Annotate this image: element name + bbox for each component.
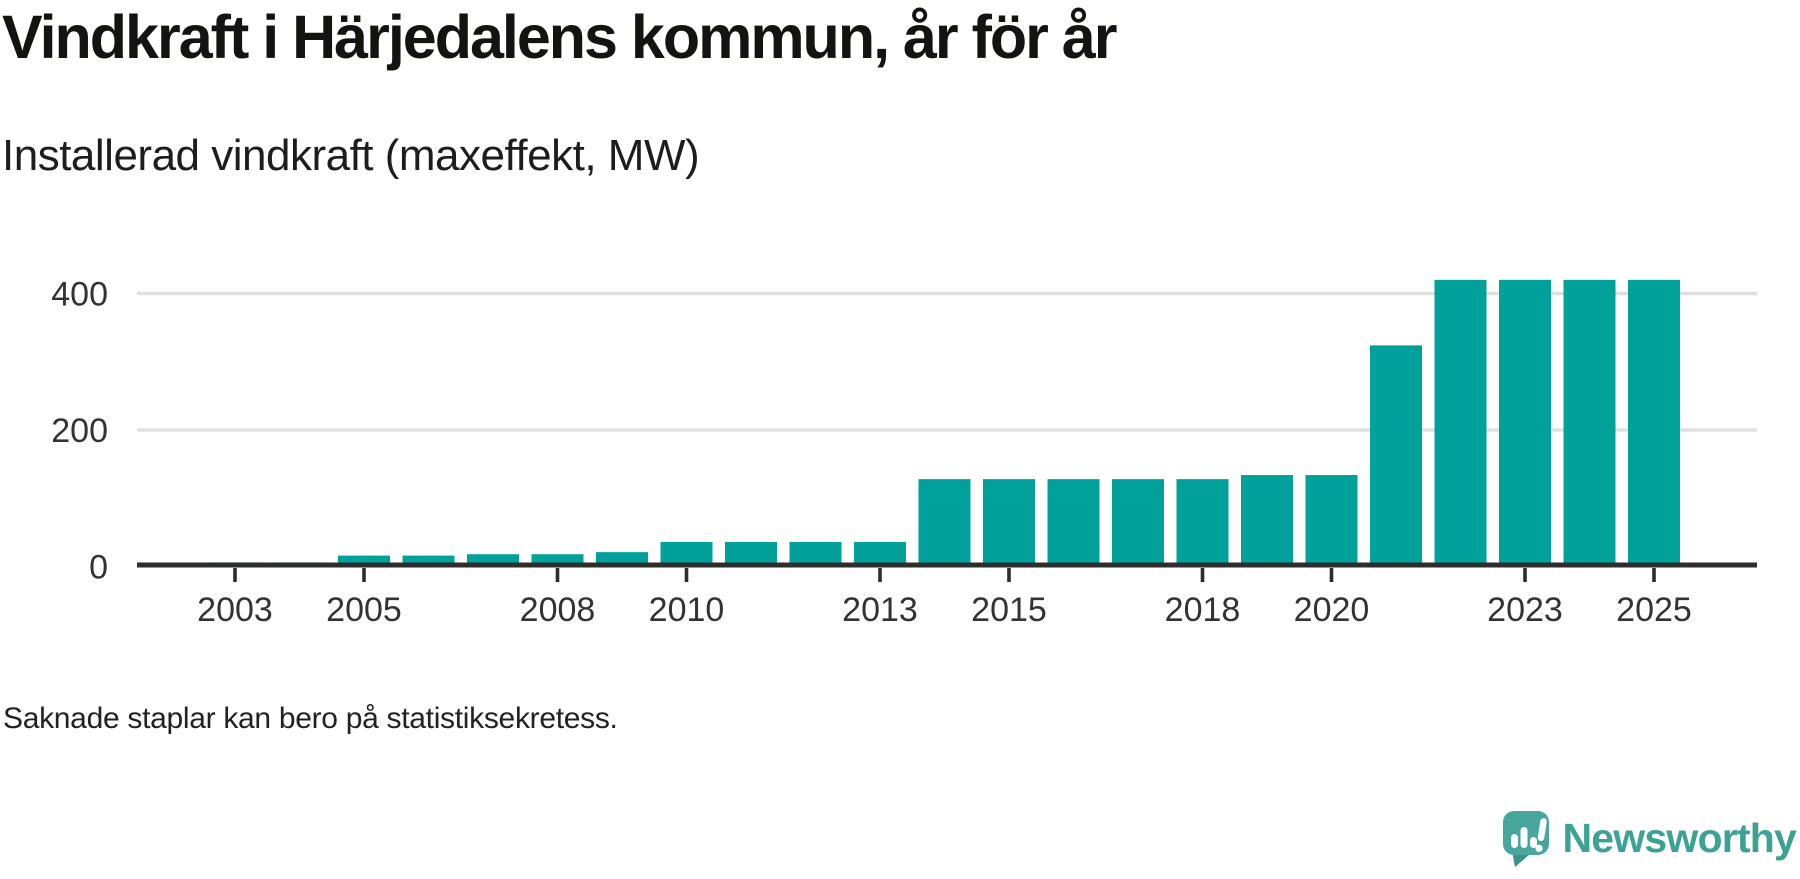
x-tick-2010 xyxy=(684,568,689,582)
wind-power-bar-chart: 2003 2005 2008 2010 2013 2015 2018 2020 2023 2025… xyxy=(51,276,1757,629)
x-tick-label-2025: 2025 xyxy=(1616,591,1692,629)
bar-2012 xyxy=(789,541,842,567)
x-tick-2008 xyxy=(555,568,560,582)
x-axis-line xyxy=(137,562,1757,568)
bar-2020 xyxy=(1305,475,1358,567)
bar-2015 xyxy=(983,479,1035,567)
x-tick-2020 xyxy=(1329,568,1334,582)
bar-2016 xyxy=(1047,479,1100,567)
y-tick-label-0: 0 xyxy=(89,549,108,587)
logo-exclamation-mark xyxy=(1534,818,1547,852)
y-tick-label-400: 400 xyxy=(51,276,108,314)
bar-2017 xyxy=(1112,479,1164,567)
bar-2023 xyxy=(1499,279,1551,567)
x-tick-label-2008: 2008 xyxy=(520,591,596,629)
chart-subtitle: Installerad vindkraft (maxeffekt, MW) xyxy=(2,131,700,180)
bar-2018 xyxy=(1176,479,1229,567)
bar-2006 xyxy=(402,555,455,567)
x-tick-2015 xyxy=(1007,568,1011,582)
x-tick-label-2013: 2013 xyxy=(842,591,918,629)
x-tick-label-2003: 2003 xyxy=(197,591,273,629)
newsworthy-wordmark: Newsworthy xyxy=(1562,814,1797,861)
x-tick-2013 xyxy=(878,568,882,582)
x-tick-2003 xyxy=(233,568,237,582)
logo-bar-2 xyxy=(1520,827,1527,848)
bar-2024 xyxy=(1563,279,1616,567)
x-tick-2005 xyxy=(362,568,366,582)
y-tick-label-200: 200 xyxy=(51,412,108,450)
logo-bar-3 xyxy=(1529,837,1537,848)
chart-title: Vindkraft i Härjedalens kommun, år för å… xyxy=(2,3,1118,71)
x-tick-label-2010: 2010 xyxy=(649,591,725,629)
x-tick-2018 xyxy=(1200,568,1205,582)
bar-2010 xyxy=(660,541,713,567)
chart-footnote: Saknade staplar kan bero på statistiksek… xyxy=(3,702,618,735)
x-tick-2025 xyxy=(1652,568,1656,582)
bar-2005 xyxy=(338,555,390,567)
x-tick-2023 xyxy=(1523,568,1527,582)
x-tick-label-2020: 2020 xyxy=(1294,591,1370,629)
bar-2022 xyxy=(1434,279,1487,567)
bar-2021 xyxy=(1370,345,1422,567)
x-tick-label-2023: 2023 xyxy=(1487,591,1563,629)
bar-2013 xyxy=(854,541,906,567)
newsworthy-speech-bubble-chart-icon xyxy=(1502,811,1549,867)
x-tick-label-2018: 2018 xyxy=(1165,591,1241,629)
x-tick-label-2005: 2005 xyxy=(326,591,402,629)
newsworthy-logo: Newsworthy xyxy=(1502,804,1797,876)
x-tick-label-2015: 2015 xyxy=(971,591,1047,629)
bar-2025 xyxy=(1628,279,1680,567)
bar-2019 xyxy=(1241,475,1293,567)
logo-bar-1 xyxy=(1510,834,1518,848)
bar-2014 xyxy=(918,479,971,567)
bar-2011 xyxy=(725,541,777,567)
